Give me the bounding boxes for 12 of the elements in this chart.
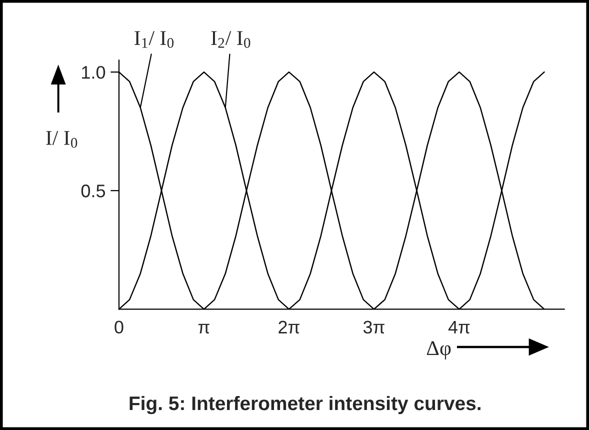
x-tick-label: 4π [448,320,470,334]
x-tick-label: 3π [363,320,384,334]
y-axis-title: I/ I$_{0}$ [46,131,78,148]
x-axis-title: Δφ [426,341,451,360]
y-tick-label: 0.5 [81,184,106,198]
x-tick-label: π [198,324,210,334]
x-tick-label: 0 [114,320,124,334]
y-tick-label: 1.0 [82,66,106,79]
text: Fig. 5: Interferometer intensity curves. [130,396,480,414]
annotation: I$_{2}$/ I$_{0}$ [211,31,250,48]
annotation: I$_{1}$/ I$_{0}$ [134,31,174,48]
x-tick-label: 2π [278,320,300,334]
